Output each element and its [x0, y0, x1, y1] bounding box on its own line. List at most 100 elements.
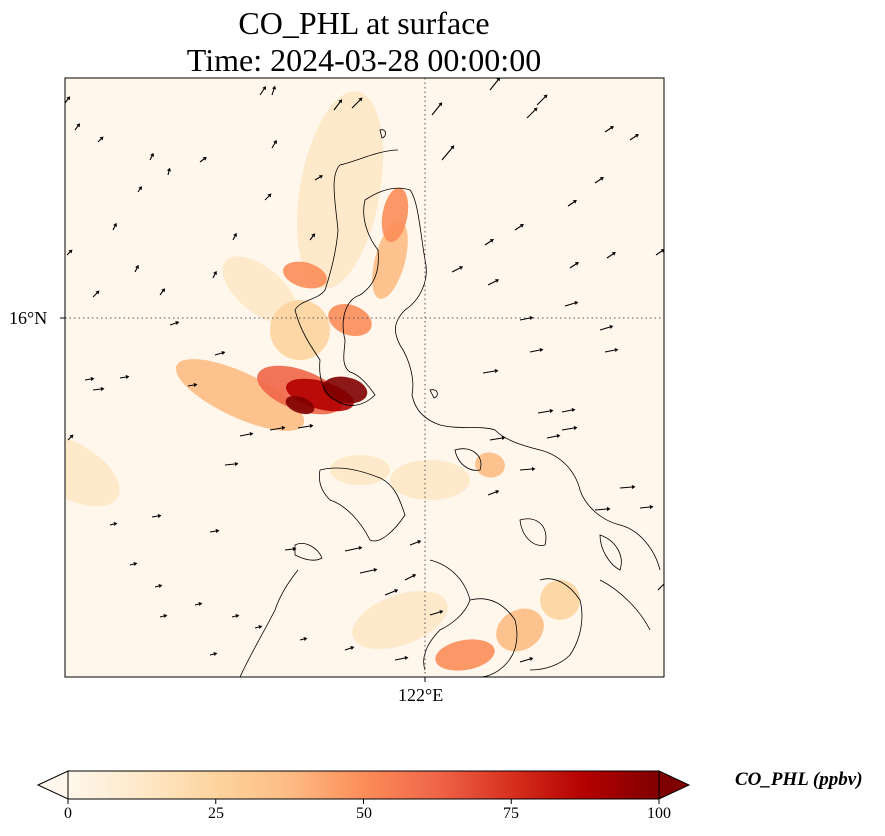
co-plume-patch	[270, 300, 330, 360]
wind-arrow	[92, 290, 100, 298]
wind-arrow	[429, 609, 444, 616]
wind-arrow	[519, 466, 536, 472]
co-plume-patch	[283, 261, 327, 289]
wind-arrow	[166, 167, 172, 176]
wind-arrow	[514, 224, 524, 231]
wind-arrow	[154, 583, 163, 589]
coastline-segment	[439, 424, 661, 571]
wind-arrow	[169, 321, 180, 326]
co-plume-patch	[352, 590, 448, 650]
wind-arrow	[284, 546, 297, 552]
wind-arrow	[314, 175, 324, 181]
co-plume-patch	[328, 303, 372, 337]
wind-arrow	[309, 233, 316, 241]
wind-arrow	[487, 279, 500, 286]
coastline-segment	[599, 534, 622, 571]
colorbar-tick-label: 0	[64, 805, 72, 822]
wind-arrow	[484, 239, 494, 246]
co-plume-patch	[175, 359, 305, 431]
colorbar-tickmarks	[67, 799, 660, 804]
wind-arrow	[655, 249, 664, 256]
wind-arrow	[384, 589, 399, 596]
wind-arrow	[431, 102, 443, 116]
wind-arrow	[619, 484, 636, 490]
wind-arrow	[224, 461, 239, 467]
wind-arrow	[232, 232, 237, 241]
coastline-segment	[318, 467, 406, 542]
wind-arrow	[409, 540, 422, 546]
wind-arrow	[137, 186, 142, 193]
co-plume-patch	[285, 395, 315, 415]
coastline-segment	[469, 598, 518, 677]
coastline-segment	[423, 559, 471, 671]
map-frame	[64, 77, 665, 678]
wind-arrow	[66, 249, 73, 256]
wind-vector-layer	[65, 78, 664, 663]
wind-arrow	[489, 78, 501, 91]
coastline-layer	[239, 129, 661, 677]
wind-arrow	[212, 270, 217, 279]
coastline-segment	[239, 569, 299, 677]
co-plume-patch	[330, 455, 390, 485]
wind-arrow	[537, 408, 554, 414]
wind-arrow	[594, 506, 611, 512]
wind-arrow	[604, 347, 619, 353]
wind-arrow	[159, 288, 166, 296]
wind-arrow	[561, 425, 578, 431]
wind-arrow	[546, 433, 561, 439]
coastline-segment	[519, 518, 547, 546]
wind-arrow	[394, 655, 409, 661]
wind-arrow	[187, 382, 198, 388]
co-plume-patch	[475, 452, 505, 478]
co-plume-patch	[496, 608, 544, 652]
wind-arrow	[564, 300, 579, 307]
wind-arrow	[151, 513, 162, 519]
wind-arrow	[209, 651, 218, 657]
wind-arrow	[271, 85, 276, 96]
wind-arrow	[606, 252, 616, 259]
co-concentration-map	[60, 77, 665, 682]
wind-arrow	[112, 222, 117, 231]
co-plume-patch	[390, 460, 470, 500]
wind-arrow	[254, 624, 263, 630]
wind-arrow	[536, 94, 548, 106]
co-plume-patch	[296, 91, 384, 289]
wind-arrow	[97, 136, 104, 143]
wind-arrow	[297, 423, 314, 429]
wind-arrow	[109, 521, 118, 527]
coastline-segment	[429, 389, 438, 399]
wind-arrow	[239, 431, 254, 437]
co-plume-patch	[381, 187, 409, 243]
colorbar-tick-label: 50	[356, 805, 372, 822]
wind-arrow	[404, 574, 417, 581]
co-plume-patch	[322, 376, 368, 404]
wind-arrow	[199, 156, 207, 163]
wind-arrow	[594, 177, 604, 184]
colorbar-high-extension	[658, 770, 691, 800]
co-plume-patch	[65, 433, 120, 507]
wind-arrow	[269, 425, 286, 431]
colorbar-tick-label: 75	[503, 805, 519, 822]
co-plume-patch	[372, 221, 408, 299]
colorbar-units-label: CO_PHL (ppbv)	[735, 769, 863, 790]
wind-arrow	[84, 376, 95, 382]
colorbar-tick-label: 100	[647, 805, 671, 822]
coastline-segment	[454, 448, 482, 471]
wind-arrow	[209, 528, 220, 534]
colorbar-gradient	[67, 770, 660, 800]
wind-arrow	[299, 636, 308, 642]
wind-arrow	[359, 567, 378, 574]
wind-arrow	[604, 126, 614, 133]
wind-arrow	[561, 407, 576, 413]
wind-arrow	[149, 152, 154, 161]
wind-arrow	[92, 386, 105, 392]
colorbar-low-extension	[36, 770, 69, 800]
coastline-segment	[529, 578, 583, 671]
map-title-line2: Time: 2024-03-28 00:00:00	[186, 42, 542, 78]
wind-arrow	[351, 97, 363, 109]
wind-arrow	[271, 139, 277, 149]
wind-arrow	[441, 145, 455, 161]
wind-arrow	[567, 200, 577, 207]
co-plume-patch	[222, 256, 298, 324]
wind-arrow	[519, 315, 534, 321]
